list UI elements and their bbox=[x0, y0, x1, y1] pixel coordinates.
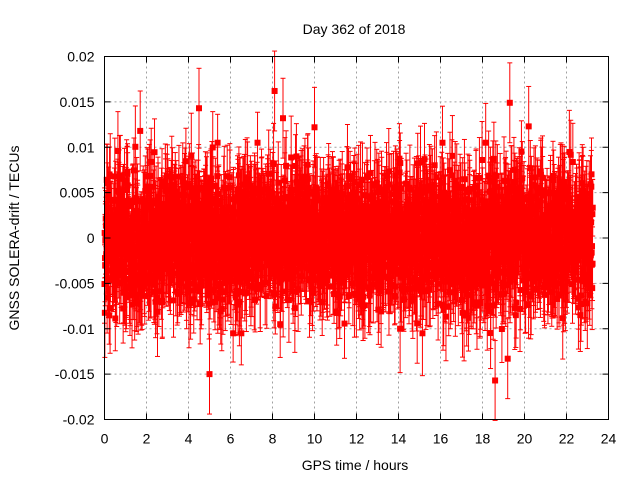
data-marker bbox=[132, 143, 139, 150]
data-marker bbox=[179, 253, 186, 260]
data-marker bbox=[204, 188, 211, 195]
data-marker bbox=[141, 292, 148, 299]
data-marker bbox=[265, 170, 272, 177]
data-marker bbox=[140, 258, 147, 265]
data-marker bbox=[103, 176, 110, 183]
data-marker bbox=[167, 264, 174, 271]
data-marker bbox=[212, 298, 219, 305]
data-marker bbox=[154, 308, 161, 315]
data-marker bbox=[182, 158, 189, 165]
chart-title: Day 362 of 2018 bbox=[303, 21, 406, 37]
data-marker bbox=[142, 187, 149, 194]
data-marker bbox=[238, 330, 245, 337]
data-marker bbox=[208, 269, 215, 276]
data-marker bbox=[124, 218, 131, 225]
data-marker bbox=[147, 172, 154, 179]
data-marker bbox=[159, 299, 166, 306]
data-marker bbox=[148, 158, 155, 165]
data-marker bbox=[207, 179, 214, 186]
data-marker bbox=[254, 139, 261, 146]
data-marker bbox=[195, 184, 202, 191]
data-series bbox=[101, 50, 596, 421]
data-marker bbox=[151, 288, 158, 295]
data-marker bbox=[167, 209, 174, 216]
data-marker bbox=[178, 279, 185, 286]
data-marker bbox=[197, 258, 204, 265]
data-marker bbox=[174, 254, 181, 261]
data-marker bbox=[112, 315, 119, 322]
data-marker bbox=[156, 268, 163, 275]
data-marker bbox=[207, 175, 214, 182]
data-marker bbox=[164, 195, 171, 202]
data-marker bbox=[192, 191, 199, 198]
data-marker bbox=[135, 300, 142, 307]
data-marker bbox=[112, 196, 119, 203]
data-marker bbox=[114, 147, 121, 154]
data-marker bbox=[111, 173, 118, 180]
data-marker bbox=[158, 200, 165, 207]
data-marker bbox=[170, 297, 177, 304]
data-marker bbox=[107, 173, 114, 180]
data-marker bbox=[104, 294, 111, 301]
data-marker bbox=[150, 281, 157, 288]
data-marker bbox=[132, 273, 139, 280]
data-marker bbox=[190, 269, 197, 276]
data-marker bbox=[123, 276, 130, 283]
data-marker bbox=[202, 201, 209, 208]
data-marker bbox=[177, 206, 184, 213]
data-marker bbox=[182, 204, 189, 211]
data-marker bbox=[214, 173, 221, 180]
data-marker bbox=[130, 167, 137, 174]
data-marker bbox=[171, 245, 178, 252]
data-marker bbox=[175, 173, 182, 180]
data-marker bbox=[145, 280, 152, 287]
data-marker bbox=[210, 207, 217, 214]
data-point bbox=[187, 252, 194, 315]
data-marker bbox=[151, 149, 158, 156]
data-marker bbox=[188, 152, 195, 159]
data-marker bbox=[209, 144, 216, 151]
data-marker bbox=[263, 292, 270, 299]
data-marker bbox=[106, 312, 113, 319]
data-marker bbox=[148, 274, 155, 281]
data-marker bbox=[168, 174, 175, 181]
data-marker bbox=[153, 294, 160, 301]
data-marker bbox=[115, 266, 122, 273]
data-marker bbox=[128, 226, 135, 233]
data-marker bbox=[212, 182, 219, 189]
data-marker bbox=[119, 222, 126, 229]
data-marker bbox=[214, 139, 221, 146]
data-marker bbox=[116, 172, 123, 179]
data-marker bbox=[114, 246, 121, 253]
data-marker bbox=[141, 198, 148, 205]
data-marker bbox=[205, 217, 212, 224]
data-marker bbox=[208, 183, 215, 190]
data-marker bbox=[117, 175, 124, 182]
data-marker bbox=[187, 280, 194, 287]
data-marker bbox=[183, 219, 190, 226]
data-marker bbox=[152, 273, 159, 280]
data-marker bbox=[181, 184, 188, 191]
data-marker bbox=[207, 273, 214, 280]
data-marker bbox=[159, 183, 166, 190]
data-marker bbox=[138, 290, 145, 297]
data-marker bbox=[116, 280, 123, 287]
data-marker bbox=[182, 180, 189, 187]
data-marker bbox=[160, 256, 167, 263]
data-marker bbox=[124, 182, 131, 189]
data-marker bbox=[169, 181, 176, 188]
data-marker bbox=[107, 305, 114, 312]
data-marker bbox=[109, 228, 116, 235]
